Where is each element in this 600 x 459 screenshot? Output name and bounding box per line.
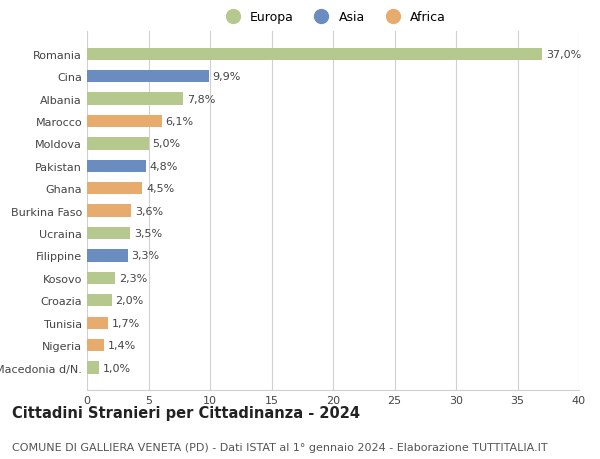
Bar	[87, 317, 108, 329]
Text: 37,0%: 37,0%	[546, 50, 581, 60]
Bar	[87, 48, 542, 61]
Text: 4,5%: 4,5%	[146, 184, 174, 194]
Text: 1,7%: 1,7%	[112, 318, 140, 328]
Text: 1,4%: 1,4%	[108, 341, 136, 350]
Text: 4,8%: 4,8%	[150, 162, 178, 171]
Bar	[87, 362, 100, 374]
Text: 2,0%: 2,0%	[115, 296, 143, 306]
Bar	[87, 205, 131, 217]
Bar	[87, 227, 130, 240]
Bar	[87, 160, 146, 173]
Text: 3,5%: 3,5%	[134, 229, 162, 239]
Bar	[87, 272, 115, 285]
Bar	[87, 93, 183, 106]
Bar	[87, 250, 128, 262]
Bar	[87, 183, 142, 195]
Text: Cittadini Stranieri per Cittadinanza - 2024: Cittadini Stranieri per Cittadinanza - 2…	[12, 405, 360, 420]
Text: 2,3%: 2,3%	[119, 273, 147, 283]
Legend: Europa, Asia, Africa: Europa, Asia, Africa	[215, 6, 451, 29]
Bar	[87, 339, 104, 352]
Bar	[87, 295, 112, 307]
Bar	[87, 116, 162, 128]
Text: 7,8%: 7,8%	[187, 94, 215, 104]
Text: 3,3%: 3,3%	[131, 251, 160, 261]
Text: 9,9%: 9,9%	[212, 72, 241, 82]
Text: 6,1%: 6,1%	[166, 117, 194, 127]
Text: 5,0%: 5,0%	[152, 139, 181, 149]
Text: 1,0%: 1,0%	[103, 363, 131, 373]
Bar	[87, 138, 149, 150]
Text: 3,6%: 3,6%	[135, 206, 163, 216]
Text: COMUNE DI GALLIERA VENETA (PD) - Dati ISTAT al 1° gennaio 2024 - Elaborazione TU: COMUNE DI GALLIERA VENETA (PD) - Dati IS…	[12, 442, 548, 452]
Bar	[87, 71, 209, 83]
